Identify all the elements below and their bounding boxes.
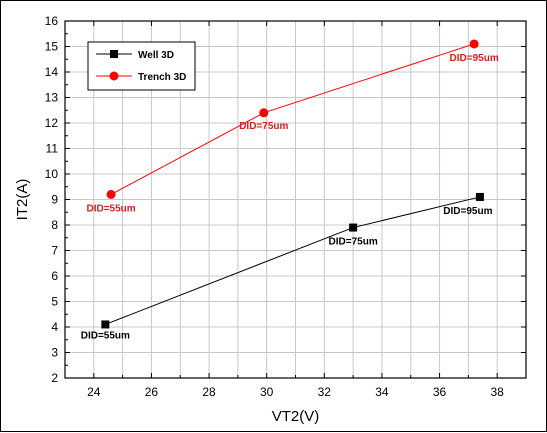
y-tick-label: 13 <box>45 91 59 105</box>
legend-marker-circle <box>109 71 119 81</box>
data-point-circle <box>106 189 116 199</box>
y-tick-label: 2 <box>51 371 58 385</box>
legend-marker-square <box>110 50 118 58</box>
legend-label: Trench 3D <box>138 72 186 83</box>
legend-label: Well 3D <box>138 50 174 61</box>
y-tick-label: 5 <box>51 295 58 309</box>
y-tick-label: 8 <box>51 218 58 232</box>
x-tick-label: 26 <box>145 385 159 399</box>
data-point-circle <box>259 108 269 118</box>
y-tick-label: 4 <box>51 320 58 334</box>
data-label: DID=75um <box>239 121 288 132</box>
y-tick-label: 3 <box>51 346 58 360</box>
x-tick-label: 30 <box>260 385 274 399</box>
y-tick-label: 6 <box>51 269 58 283</box>
y-tick-label: 14 <box>45 65 59 79</box>
y-tick-label: 7 <box>51 244 58 258</box>
data-label: DID=55um <box>87 203 136 214</box>
series-line <box>105 196 481 325</box>
legend: Well 3D Trench 3D <box>87 41 196 91</box>
series-layer: DID=55um DID=75um DID=95um DID=55um DID=75um… <box>81 39 499 341</box>
x-tick-label: 24 <box>87 385 101 399</box>
x-axis-title: VT2(V) <box>272 408 320 425</box>
data-label: DID=95um <box>443 206 492 217</box>
data-label: DID=55um <box>81 330 130 341</box>
y-tick-label: 11 <box>46 142 59 156</box>
data-point-square <box>475 192 484 201</box>
legend-box <box>87 41 196 91</box>
series-well-3d: DID=55um DID=75um DID=95um <box>81 192 493 341</box>
y-tick-label: 16 <box>45 14 59 28</box>
data-point-circle <box>469 39 479 49</box>
y-tick-label: 10 <box>45 167 59 181</box>
y-tick-label: 15 <box>45 40 59 54</box>
y-axis-title: IT2(A) <box>14 179 31 221</box>
x-tick-label: 28 <box>202 385 216 399</box>
x-tick-label: 38 <box>491 385 505 399</box>
data-point-square <box>349 223 358 232</box>
y-tick-label: 9 <box>51 193 58 207</box>
x-tick-label: 34 <box>375 385 389 399</box>
x-tick-label: 32 <box>318 385 332 399</box>
data-point-square <box>101 320 110 329</box>
series-trench-3d: DID=55um DID=75um DID=95um <box>87 39 499 214</box>
data-label: DID=75um <box>329 237 378 248</box>
y-tick-label: 12 <box>45 116 59 130</box>
x-tick-label: 36 <box>433 385 447 399</box>
data-label: DID=95um <box>450 53 499 64</box>
